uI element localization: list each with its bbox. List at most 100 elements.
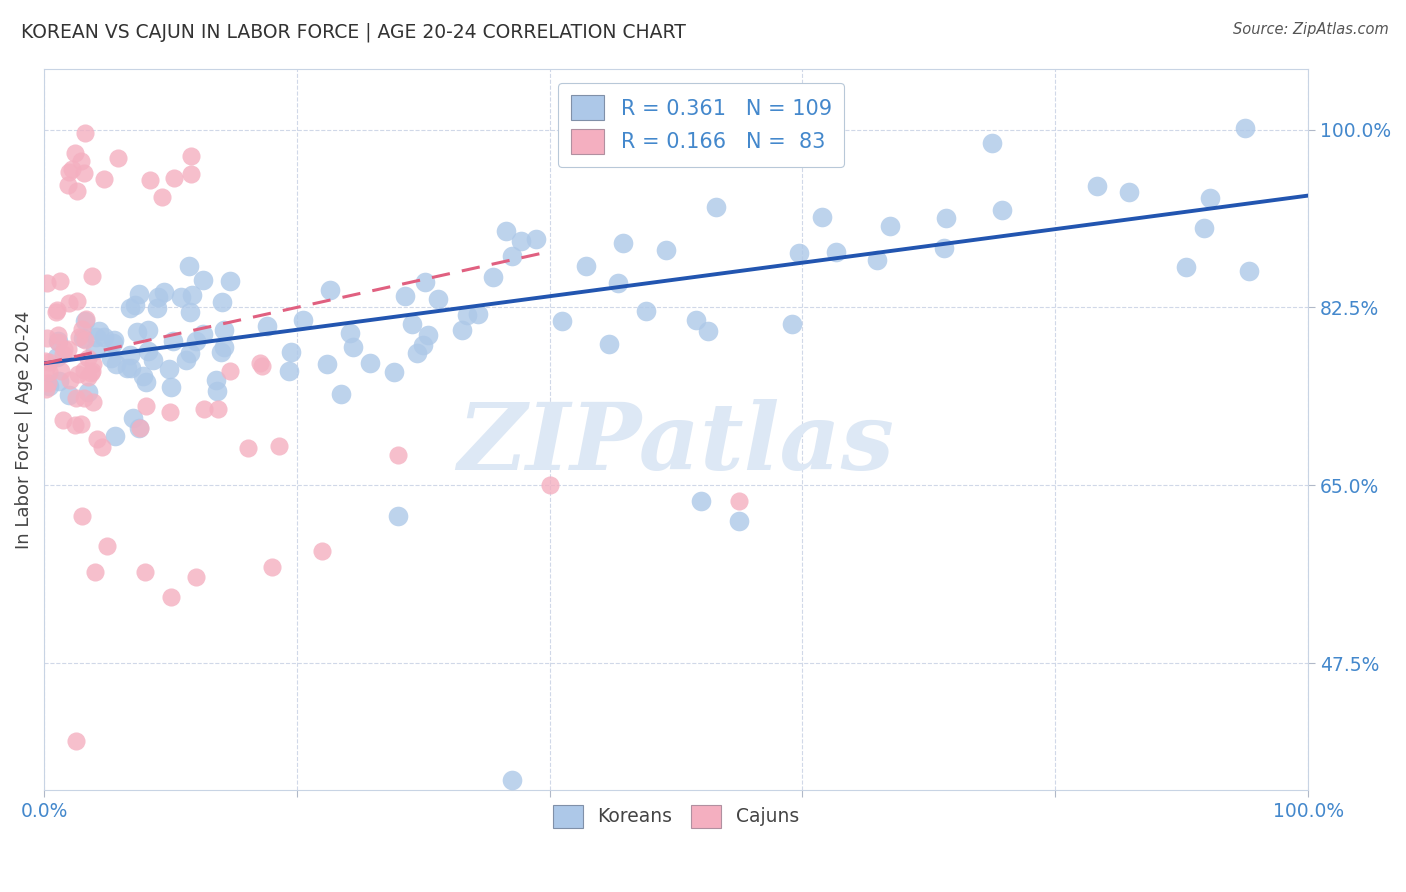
Point: [426, 292, 449, 306]
Point: [90, 440, 112, 454]
Point: [70, 154, 93, 169]
Point: [76, 384, 98, 399]
Point: [118, 348, 141, 362]
Point: [35, 382, 58, 396]
Point: [65, 734, 87, 748]
Point: [82, 364, 104, 378]
Point: [157, 362, 180, 376]
Point: [159, 590, 181, 604]
Point: [127, 325, 149, 339]
Point: [696, 324, 718, 338]
Point: [38, 354, 60, 368]
Point: [59, 373, 82, 387]
Point: [269, 439, 291, 453]
Point: [811, 211, 834, 225]
Point: [93, 330, 115, 344]
Point: [339, 326, 361, 341]
Point: [191, 273, 214, 287]
Point: [134, 565, 156, 579]
Point: [86, 330, 108, 344]
Point: [311, 544, 333, 558]
Point: [330, 387, 353, 401]
Point: [260, 559, 283, 574]
Point: [495, 224, 517, 238]
Point: [103, 333, 125, 347]
Point: [280, 345, 302, 359]
Point: [482, 270, 505, 285]
Point: [180, 148, 202, 162]
Point: [598, 336, 620, 351]
Point: [238, 441, 260, 455]
Point: [170, 290, 193, 304]
Point: [66, 367, 89, 381]
Point: [209, 345, 232, 359]
Point: [186, 334, 208, 348]
Point: [70, 322, 93, 336]
Point: [48, 374, 70, 388]
Point: [76, 369, 98, 384]
Point: [981, 136, 1004, 151]
Point: [1233, 121, 1256, 136]
Point: [932, 241, 955, 255]
Point: [96, 539, 118, 553]
Point: [249, 355, 271, 369]
Point: [115, 360, 138, 375]
Point: [416, 328, 439, 343]
Point: [211, 295, 233, 310]
Text: Source: ZipAtlas.com: Source: ZipAtlas.com: [1233, 22, 1389, 37]
Point: [132, 369, 155, 384]
Point: [49, 364, 72, 378]
Point: [118, 301, 141, 315]
Point: [456, 308, 478, 322]
Point: [575, 259, 598, 273]
Point: [159, 405, 181, 419]
Point: [135, 399, 157, 413]
Point: [124, 297, 146, 311]
Point: [52, 347, 75, 361]
Point: [163, 171, 186, 186]
Point: [825, 245, 848, 260]
Point: [655, 243, 678, 257]
Point: [72, 330, 94, 344]
Point: [82, 395, 104, 409]
Point: [728, 493, 751, 508]
Point: [1118, 185, 1140, 199]
Point: [46, 334, 69, 348]
Point: [84, 343, 107, 357]
Text: ZIPatlas: ZIPatlas: [457, 399, 894, 489]
Point: [56, 178, 79, 193]
Point: [179, 345, 201, 359]
Point: [58, 296, 80, 310]
Point: [146, 290, 169, 304]
Point: [412, 337, 434, 351]
Point: [866, 253, 889, 268]
Point: [387, 448, 409, 462]
Point: [406, 346, 429, 360]
Point: [38, 365, 60, 379]
Point: [690, 493, 713, 508]
Point: [1085, 178, 1108, 193]
Point: [82, 269, 104, 284]
Point: [177, 260, 200, 274]
Point: [180, 167, 202, 181]
Point: [107, 151, 129, 165]
Point: [991, 203, 1014, 218]
Point: [70, 508, 93, 523]
Point: [160, 380, 183, 394]
Point: [83, 565, 105, 579]
Point: [45, 351, 67, 365]
Point: [401, 317, 423, 331]
Point: [787, 246, 810, 260]
Point: [65, 417, 87, 432]
Point: [49, 274, 72, 288]
Point: [316, 357, 339, 371]
Point: [63, 146, 86, 161]
Point: [394, 289, 416, 303]
Point: [60, 162, 83, 177]
Point: [58, 164, 80, 178]
Point: [66, 185, 89, 199]
Point: [256, 318, 278, 333]
Point: [501, 249, 523, 263]
Point: [120, 361, 142, 376]
Point: [342, 340, 364, 354]
